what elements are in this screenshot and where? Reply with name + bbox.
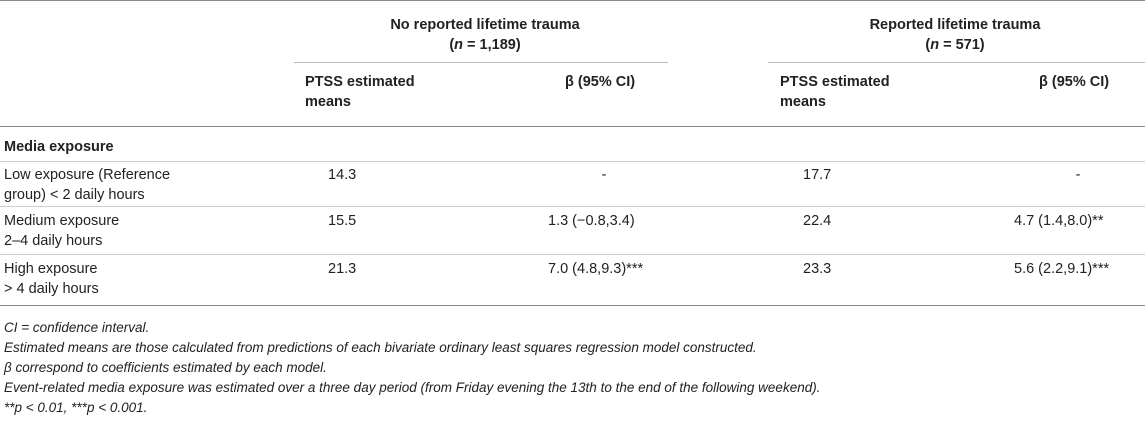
- col-header-means-2: PTSS estimated means: [780, 74, 890, 110]
- footnote-significance: **p < 0.01, ***p < 0.001.: [4, 400, 148, 415]
- group-rule-trauma: [768, 62, 1145, 63]
- cell-mean-no-trauma: 21.3: [328, 261, 357, 277]
- header-bottom-rule: [0, 126, 1145, 127]
- group-title: No reported lifetime trauma: [390, 17, 580, 33]
- row-rule: [0, 161, 1145, 162]
- footnote-means: Estimated means are those calculated fro…: [4, 340, 757, 355]
- cell-beta-trauma: 5.6 (2.2,9.1)***: [1014, 261, 1110, 277]
- cell-beta-trauma: 4.7 (1.4,8.0)**: [1014, 213, 1104, 229]
- row-rule: [0, 206, 1145, 207]
- cell-mean-trauma: 22.4: [803, 213, 832, 229]
- footnote-exposure: Event-related media exposure was estimat…: [4, 380, 821, 395]
- group-rule-no-trauma: [294, 62, 668, 63]
- cell-beta-no-trauma: 1.3 (−0.8,3.4): [548, 213, 635, 229]
- col-header-means-1: PTSS estimated means: [305, 74, 415, 110]
- cell-mean-trauma: 17.7: [803, 167, 832, 183]
- footnote-ci: CI = confidence interval.: [4, 320, 150, 335]
- cell-beta-no-trauma: -: [601, 167, 607, 183]
- section-label: Media exposure: [4, 139, 114, 155]
- group-header-no-trauma: No reported lifetime trauma (n = 1,189): [290, 15, 680, 55]
- group-n: (n = 571): [925, 37, 985, 53]
- table-row-low: Low exposure (Reference group) < 2 daily …: [0, 165, 1145, 205]
- table-top-rule: [0, 0, 1145, 1]
- group-n: (n = 1,189): [449, 37, 521, 53]
- cell-beta-no-trauma: 7.0 (4.8,9.3)***: [548, 261, 644, 277]
- row-rule: [0, 254, 1145, 255]
- table-row-high: High exposure > 4 daily hours 21.3 7.0 (4…: [0, 259, 1145, 299]
- col-header-beta-2: β (95% CI): [1039, 74, 1110, 90]
- col-header-beta-1: β (95% CI): [565, 74, 636, 90]
- row-label: Low exposure (Reference group) < 2 daily …: [4, 167, 171, 203]
- group-header-trauma: Reported lifetime trauma (n = 571): [765, 15, 1145, 55]
- group-title: Reported lifetime trauma: [869, 17, 1041, 33]
- cell-beta-trauma: -: [1075, 167, 1081, 183]
- cell-mean-trauma: 23.3: [803, 261, 832, 277]
- row-label: High exposure > 4 daily hours: [4, 261, 99, 297]
- footnote-beta: β correspond to coefficients estimated b…: [4, 360, 327, 375]
- table-row-medium: Medium exposure 2–4 daily hours 15.5 1.3 …: [0, 211, 1145, 251]
- row-label: Medium exposure 2–4 daily hours: [4, 213, 120, 249]
- cell-mean-no-trauma: 15.5: [328, 213, 357, 229]
- cell-mean-no-trauma: 14.3: [328, 167, 357, 183]
- table-bottom-rule: [0, 305, 1145, 306]
